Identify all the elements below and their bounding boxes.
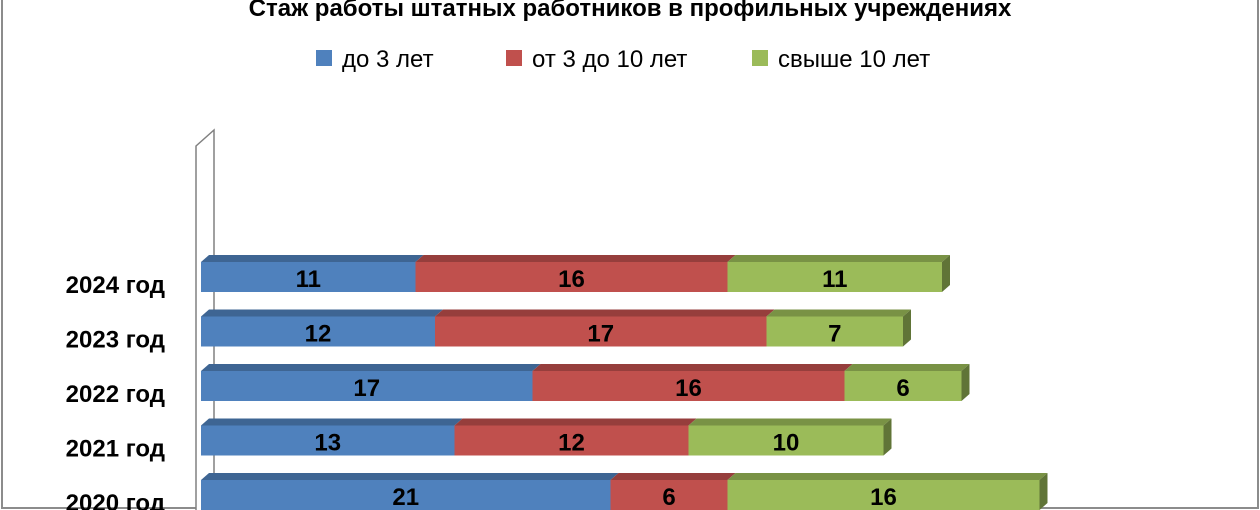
category-label-1: 2024 год xyxy=(66,272,165,299)
bar-top-5-3 xyxy=(727,473,1048,480)
bar-4-1 xyxy=(201,425,455,456)
category-label-5: 2020 год xyxy=(66,490,165,510)
legend-label-1: до 3 лет xyxy=(342,46,434,73)
bar-5-3 xyxy=(727,480,1040,510)
data-label-5-2: 6 xyxy=(662,484,675,510)
bar-top-4-2 xyxy=(454,418,697,426)
data-label-4-2: 12 xyxy=(558,430,585,457)
legend-swatch-2 xyxy=(506,50,522,66)
bar-top-5-1 xyxy=(201,473,619,480)
legend-label-3: свыше 10 лет xyxy=(778,46,930,73)
bar-top-2-3 xyxy=(766,309,911,317)
data-label-2-1: 12 xyxy=(305,321,332,348)
bar-2-2 xyxy=(435,316,767,347)
bar-top-5-2 xyxy=(610,473,736,480)
data-label-1-3: 11 xyxy=(822,266,847,293)
bar-top-2-2 xyxy=(435,309,775,317)
bar-4-2 xyxy=(454,425,689,456)
bar-side-5 xyxy=(1039,473,1048,510)
bar-1-2 xyxy=(415,262,728,292)
category-label-3: 2022 год xyxy=(66,381,165,408)
legend-label-2: от 3 до 10 лет xyxy=(532,46,687,73)
data-label-3-2: 16 xyxy=(675,375,702,402)
data-label-5-3: 16 xyxy=(870,484,897,510)
legend-swatch-1 xyxy=(316,50,332,66)
bar-3-2 xyxy=(532,371,845,401)
bar-top-1-1 xyxy=(201,255,424,262)
data-label-3-3: 6 xyxy=(896,375,909,402)
bar-top-1-3 xyxy=(727,255,950,262)
data-label-1-2: 16 xyxy=(558,266,585,293)
bar-5-1 xyxy=(201,480,611,510)
category-label-2: 2023 год xyxy=(66,327,165,354)
bar-side-4 xyxy=(883,418,892,456)
bar-4-3 xyxy=(688,425,884,456)
bar-1-3 xyxy=(727,262,942,292)
chart-title: Стаж работы штатных работников в профиль… xyxy=(249,0,1012,22)
bar-top-3-3 xyxy=(844,364,970,371)
data-label-5-1: 21 xyxy=(392,484,419,510)
data-label-2-2: 17 xyxy=(587,321,614,348)
bar-3-1 xyxy=(201,371,533,401)
bar-side-2 xyxy=(903,309,911,347)
category-label-4: 2021 год xyxy=(66,436,165,463)
bar-top-4-3 xyxy=(688,418,892,426)
bar-2-1 xyxy=(201,316,435,347)
legend-swatch-3 xyxy=(752,50,768,66)
bar-top-3-1 xyxy=(201,364,541,371)
bar-side-3 xyxy=(961,364,970,401)
data-label-3-1: 17 xyxy=(353,375,380,402)
bar-2-3 xyxy=(766,316,903,347)
data-label-4-1: 13 xyxy=(314,430,341,457)
bar-top-2-1 xyxy=(201,309,443,317)
bar-top-1-2 xyxy=(415,255,736,262)
bar-3-3 xyxy=(844,371,962,401)
bar-top-3-2 xyxy=(532,364,853,371)
data-label-4-3: 10 xyxy=(773,430,800,457)
bar-1-1 xyxy=(201,262,416,292)
data-label-2-3: 7 xyxy=(828,321,841,348)
bar-top-4-1 xyxy=(201,418,463,426)
data-label-1-1: 11 xyxy=(296,266,321,293)
bar-5-2 xyxy=(610,480,728,510)
bar-side-1 xyxy=(942,255,950,292)
